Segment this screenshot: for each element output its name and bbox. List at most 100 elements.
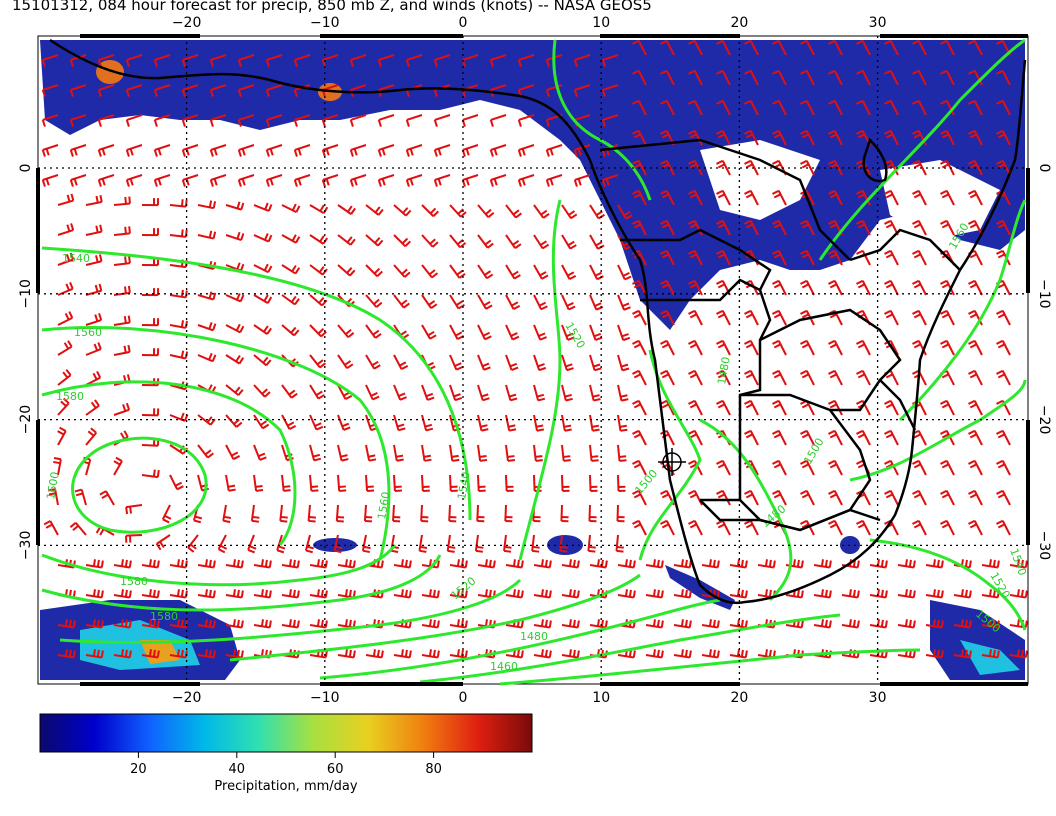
africa-east-coast bbox=[910, 59, 1027, 451]
wind-barb bbox=[688, 219, 703, 236]
wind-barb bbox=[421, 384, 435, 401]
wind-barb bbox=[561, 649, 580, 659]
wind-barb bbox=[337, 414, 351, 431]
wind-barb bbox=[405, 114, 423, 127]
coastlines-and-borders bbox=[49, 38, 1027, 604]
wind-barb bbox=[405, 54, 423, 67]
wind-barb bbox=[225, 474, 236, 492]
wind-barb bbox=[729, 619, 748, 629]
wind-barb bbox=[421, 204, 440, 217]
wind-barb bbox=[828, 369, 843, 386]
wind-barb bbox=[365, 324, 382, 339]
wind-barb bbox=[617, 589, 636, 599]
wind-barb bbox=[335, 504, 345, 523]
wind-barb bbox=[772, 429, 787, 446]
wind-barb bbox=[393, 354, 409, 371]
wind-barb bbox=[293, 114, 311, 127]
wind-barb bbox=[533, 414, 545, 432]
wind-barb bbox=[449, 384, 463, 402]
wind-barb bbox=[181, 84, 199, 97]
wind-barb bbox=[716, 459, 731, 476]
wind-barb bbox=[800, 459, 815, 476]
wind-barb bbox=[573, 84, 591, 97]
border-central-africa bbox=[599, 138, 851, 261]
wind-barb bbox=[772, 399, 787, 416]
wind-barb bbox=[113, 226, 131, 236]
wind-barb bbox=[57, 340, 73, 356]
wind-barb bbox=[85, 399, 100, 416]
wind-barb bbox=[660, 369, 675, 386]
wind-barb bbox=[545, 144, 563, 157]
wind-barb bbox=[361, 534, 371, 554]
wind-barb bbox=[309, 204, 329, 215]
wind-barb bbox=[912, 189, 927, 206]
wind-barb bbox=[660, 519, 675, 536]
wind-barb bbox=[113, 315, 131, 326]
contour-north-africa bbox=[552, 39, 652, 201]
wind-barb bbox=[561, 619, 580, 629]
wind-barb bbox=[968, 519, 983, 536]
wind-barb bbox=[197, 619, 216, 629]
wind-barb bbox=[744, 369, 759, 386]
wind-barb bbox=[996, 99, 1011, 116]
wind-barb bbox=[533, 559, 552, 569]
wind-barb bbox=[856, 99, 871, 116]
wind-barb bbox=[253, 589, 272, 599]
wind-barb bbox=[85, 224, 103, 236]
wind-barb bbox=[688, 249, 703, 266]
wind-barb bbox=[800, 279, 815, 296]
wind-barb bbox=[772, 39, 787, 56]
wind-barb bbox=[897, 559, 916, 569]
wind-barb bbox=[141, 649, 160, 659]
wind-barb bbox=[281, 264, 301, 275]
wind-barb bbox=[615, 534, 624, 553]
wind-barb bbox=[153, 144, 171, 157]
wind-barb bbox=[141, 589, 160, 599]
wind-barb bbox=[785, 559, 804, 569]
wind-barb bbox=[617, 559, 636, 569]
wind-barb bbox=[856, 219, 871, 236]
wind-barb bbox=[141, 469, 160, 479]
wind-barb bbox=[688, 489, 703, 506]
wind-barb bbox=[632, 369, 647, 386]
wind-barb bbox=[996, 69, 1011, 86]
wind-barb bbox=[800, 249, 815, 266]
wind-barb bbox=[996, 339, 1011, 356]
colorbar-tick-label: 80 bbox=[425, 762, 442, 777]
wind-barb bbox=[729, 559, 748, 569]
wind-barb bbox=[265, 84, 283, 97]
wind-barb bbox=[533, 589, 552, 599]
wind-barb bbox=[217, 534, 228, 554]
west-africa-coast bbox=[49, 38, 592, 161]
wind-barb bbox=[996, 219, 1011, 236]
wind-barb bbox=[505, 589, 524, 599]
wind-barb bbox=[309, 474, 319, 492]
wind-barb bbox=[884, 249, 899, 266]
wind-barb bbox=[281, 203, 301, 214]
wind-barb bbox=[688, 519, 703, 536]
wind-barb bbox=[337, 559, 356, 569]
wind-barb bbox=[561, 444, 571, 462]
wind-barb bbox=[716, 489, 731, 506]
wind-barb bbox=[57, 426, 67, 446]
wind-barb bbox=[800, 519, 815, 536]
wind-barb bbox=[85, 313, 103, 326]
wind-barb bbox=[449, 444, 460, 462]
wind-barb bbox=[489, 114, 507, 127]
wind-barb bbox=[533, 294, 548, 311]
wind-barb bbox=[772, 339, 787, 356]
wind-barb bbox=[940, 429, 955, 446]
wind-barb bbox=[996, 309, 1011, 326]
wind-barb bbox=[393, 234, 411, 247]
wind-barb bbox=[365, 649, 384, 659]
wind-barb bbox=[533, 204, 550, 219]
wind-barb bbox=[57, 193, 75, 206]
wind-barb bbox=[716, 69, 731, 86]
wind-barb bbox=[517, 174, 535, 187]
wind-barb bbox=[281, 324, 300, 337]
wind-barb bbox=[828, 339, 843, 356]
wind-barb bbox=[253, 324, 272, 335]
wind-barb bbox=[477, 444, 488, 462]
wind-barb bbox=[981, 619, 1000, 629]
